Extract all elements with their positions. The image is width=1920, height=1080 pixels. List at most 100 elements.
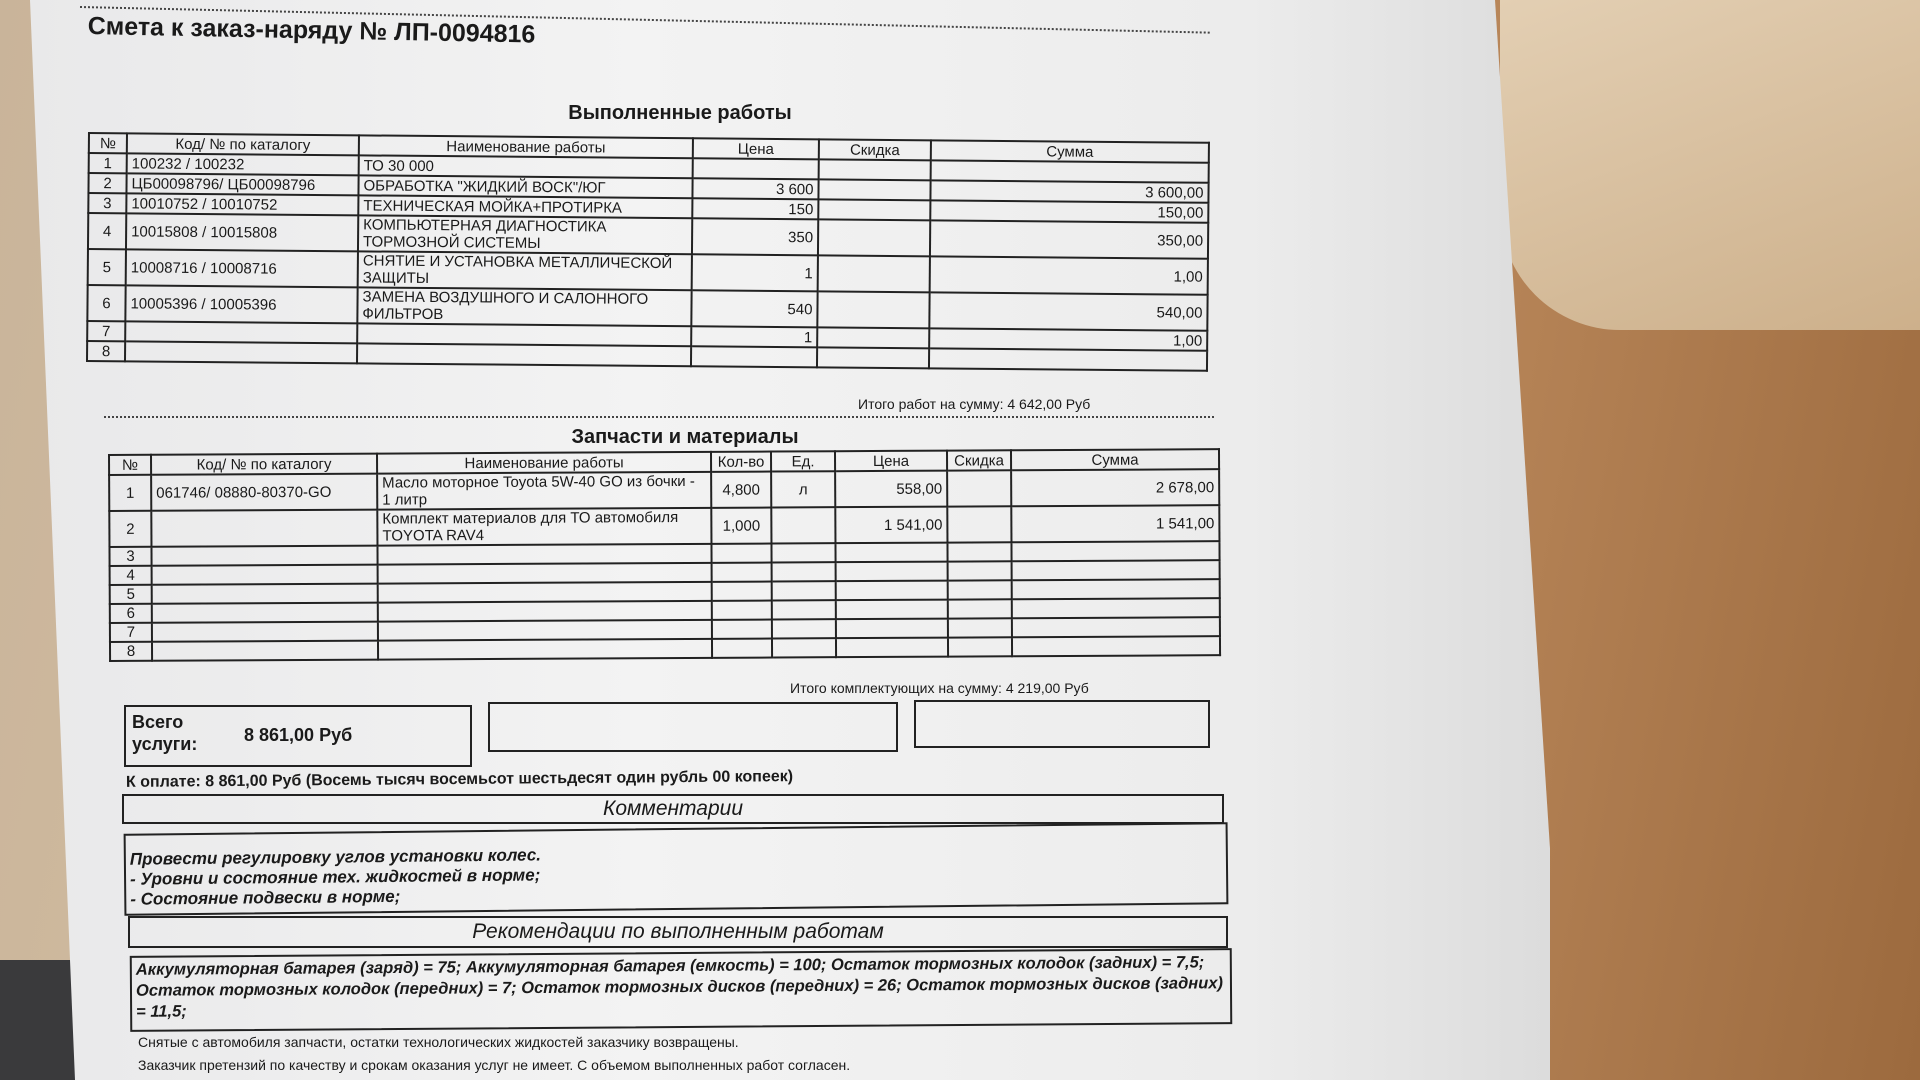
table-cell: [771, 562, 836, 582]
column-header: №: [109, 454, 152, 475]
column-header: Ед.: [770, 451, 836, 472]
table-cell: [151, 621, 378, 642]
column-header: №: [88, 133, 127, 154]
document-sheet: [30, 0, 1550, 1080]
table-cell: [818, 159, 931, 181]
table-cell: [377, 562, 712, 584]
table-cell: 1: [109, 474, 152, 511]
table-cell: [771, 581, 836, 601]
table-cell: [1011, 560, 1220, 581]
table-cell: [817, 219, 931, 257]
comments-body: Провести регулировку углов установки кол…: [123, 822, 1229, 916]
table-row: 2 Комплект материалов для ТО автомобиля T…: [109, 505, 1220, 547]
table-cell: ЗАМЕНА ВОЗДУШНОГО И САЛОННОГО ФИЛЬТРОВ: [357, 287, 692, 327]
table-cell: [1011, 541, 1220, 562]
table-cell: [947, 561, 1012, 581]
table-cell: [817, 255, 930, 293]
parts-heading: Запчасти и материалы: [571, 426, 799, 448]
table-cell: [947, 618, 1012, 638]
column-header: Цена: [834, 450, 948, 472]
table-cell: [356, 343, 692, 367]
table-cell: 150,00: [930, 200, 1209, 223]
table-cell: [151, 583, 378, 604]
table-cell: [1011, 617, 1220, 638]
table-cell: [947, 599, 1012, 619]
comments-header: Комментарии: [122, 794, 1224, 824]
table-cell: [377, 543, 712, 565]
table-cell: СНЯТИЕ И УСТАНОВКА МЕТАЛЛИЧЕСКОЙ ЗАЩИТЫ: [357, 251, 692, 291]
table-cell: [690, 346, 818, 368]
table-cell: 1: [691, 254, 818, 292]
separator-dotted-line: [104, 416, 1214, 418]
table-cell: [928, 348, 1208, 371]
recommendations-body: Аккумуляторная батарея (заряд) = 75; Акк…: [129, 948, 1233, 1032]
table-cell: [711, 543, 772, 563]
table-cell: Комплект материалов для ТО автомобиля TO…: [377, 507, 712, 546]
table-cell: [816, 347, 930, 369]
table-cell: 150: [692, 198, 819, 220]
column-header: Код/ № по каталогу: [151, 453, 378, 475]
table-cell: 8: [87, 341, 126, 362]
table-row: 1 061746/ 08880-80370-GO Масло моторное To…: [109, 469, 1220, 511]
column-header: Цена: [692, 138, 819, 160]
table-cell: [817, 327, 930, 349]
table-cell: [151, 602, 378, 623]
table-cell: 1: [691, 326, 818, 348]
table-cell: [377, 619, 712, 641]
table-cell: [377, 581, 712, 603]
table-cell: Масло моторное Toyota 5W-40 GO из бочки …: [377, 471, 712, 510]
column-header: Код/ № по каталогу: [126, 133, 359, 156]
table-cell: [818, 199, 931, 221]
table-cell: [947, 470, 1012, 507]
parts-total: Итого комплектующих на сумму: 4 219,00 Р…: [790, 680, 1089, 696]
table-cell: [711, 619, 772, 639]
table-cell: [835, 637, 949, 658]
table-cell: КОМПЬЮТЕРНАЯ ДИАГНОСТИКА ТОРМОЗНОЙ СИСТЕ…: [357, 215, 693, 255]
table-cell: 7: [109, 622, 152, 642]
table-cell: [1011, 579, 1220, 600]
table-cell: [1011, 598, 1220, 619]
table-cell: [835, 542, 948, 563]
table-cell: 8: [109, 641, 153, 661]
empty-box: [914, 700, 1210, 748]
column-header: Сумма: [1010, 449, 1220, 471]
table-cell: [947, 542, 1012, 562]
footer-line: Заказчик претензий по качеству и срокам …: [138, 1057, 851, 1073]
table-cell: [771, 507, 836, 544]
table-cell: 3: [88, 193, 127, 214]
recommendations-heading: Рекомендации по выполненным работам: [472, 920, 884, 943]
table-cell: 2: [88, 173, 127, 194]
summary-label: Всего услуги:: [132, 712, 198, 754]
table-cell: 061746/ 08880-80370-GO: [151, 473, 378, 511]
table-cell: [151, 640, 379, 661]
table-cell: [771, 543, 836, 563]
table-cell: [835, 599, 948, 620]
table-cell: [947, 506, 1012, 543]
table-cell: [711, 600, 772, 620]
table-cell: [835, 580, 948, 601]
table-cell: [151, 509, 378, 547]
table-cell: [151, 564, 378, 585]
works-total: Итого работ на сумму: 4 642,00 Руб: [858, 396, 1091, 412]
table-cell: 3 600,00: [930, 180, 1209, 203]
table-cell: [771, 619, 836, 639]
column-header: Наименование работы: [377, 451, 712, 474]
works-heading: Выполненные работы: [568, 102, 792, 124]
table-cell: [151, 545, 378, 566]
table-cell: 540: [691, 290, 818, 328]
table-cell: ЦБ00098796/ ЦБ00098796: [126, 173, 359, 196]
table-cell: 540,00: [929, 292, 1208, 331]
column-header: Сумма: [930, 140, 1209, 163]
table-cell: 1: [88, 153, 127, 174]
table-cell: 6: [109, 603, 152, 623]
recommendations-header: Рекомендации по выполненным работам: [128, 916, 1228, 948]
empty-box: [488, 702, 898, 752]
comments-heading: Комментарии: [602, 797, 744, 820]
table-cell: [835, 618, 948, 639]
table-cell: [947, 580, 1012, 600]
table-cell: [947, 637, 1013, 657]
table-cell: 558,00: [835, 470, 948, 508]
table-cell: 4: [109, 565, 152, 585]
table-cell: [711, 581, 772, 601]
table-cell: 4,800: [711, 471, 772, 508]
